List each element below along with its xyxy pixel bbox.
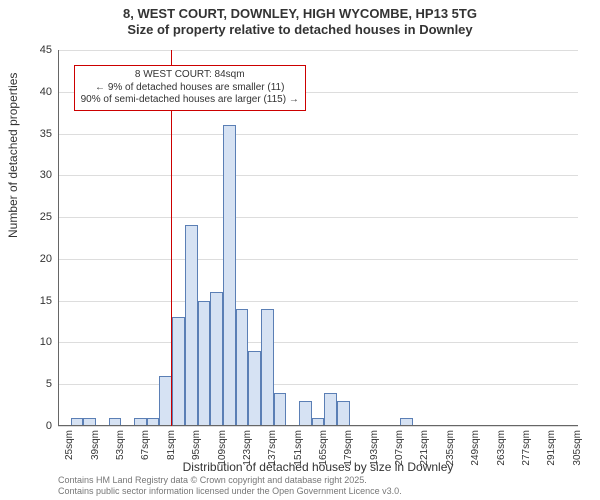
grid-line	[58, 342, 578, 343]
chart-container: 8, WEST COURT, DOWNLEY, HIGH WYCOMBE, HP…	[0, 0, 600, 500]
histogram-bar	[198, 301, 211, 426]
histogram-bar	[236, 309, 249, 426]
chart-title-line2: Size of property relative to detached ho…	[0, 22, 600, 38]
histogram-bar	[337, 401, 350, 426]
plot-area: 05101520253035404525sqm39sqm53sqm67sqm81…	[58, 50, 578, 426]
y-tick-label: 35	[40, 128, 52, 140]
x-axis-line	[58, 425, 578, 426]
x-tick-label: 67sqm	[140, 430, 151, 460]
histogram-bar	[185, 225, 198, 426]
x-tick-label: 39sqm	[90, 430, 101, 460]
annotation-box: 8 WEST COURT: 84sqm← 9% of detached hous…	[74, 65, 306, 111]
histogram-bar	[261, 309, 274, 426]
histogram-bar	[324, 393, 337, 426]
y-axis-label: Number of detached properties	[6, 73, 20, 238]
histogram-bar	[223, 125, 236, 426]
y-tick-label: 10	[40, 336, 52, 348]
chart-title-line1: 8, WEST COURT, DOWNLEY, HIGH WYCOMBE, HP…	[0, 6, 600, 22]
annotation-line3: 90% of semi-detached houses are larger (…	[81, 94, 299, 107]
y-tick-label: 45	[40, 44, 52, 56]
footer-line1: Contains HM Land Registry data © Crown c…	[58, 475, 402, 486]
histogram-bar	[248, 351, 261, 426]
footer-line2: Contains public sector information licen…	[58, 486, 402, 497]
histogram-bar	[159, 376, 172, 426]
chart-footer: Contains HM Land Registry data © Crown c…	[58, 475, 402, 497]
grid-line	[58, 217, 578, 218]
y-tick-label: 30	[40, 169, 52, 181]
x-tick-label: 95sqm	[191, 430, 202, 460]
chart-title-block: 8, WEST COURT, DOWNLEY, HIGH WYCOMBE, HP…	[0, 0, 600, 39]
histogram-bar	[210, 292, 223, 426]
histogram-bar	[274, 393, 287, 426]
grid-line	[58, 175, 578, 176]
grid-line	[58, 384, 578, 385]
y-tick-label: 15	[40, 295, 52, 307]
grid-line	[58, 259, 578, 260]
histogram-bar	[172, 317, 185, 426]
annotation-line1: 8 WEST COURT: 84sqm	[81, 69, 299, 82]
histogram-bar	[299, 401, 312, 426]
y-axis-line	[58, 50, 59, 426]
y-tick-label: 0	[46, 420, 52, 432]
annotation-line2: ← 9% of detached houses are smaller (11)	[81, 82, 299, 95]
grid-line	[58, 50, 578, 51]
grid-line	[58, 301, 578, 302]
y-tick-label: 25	[40, 211, 52, 223]
y-tick-label: 20	[40, 253, 52, 265]
x-tick-label: 25sqm	[64, 430, 75, 460]
x-axis-label: Distribution of detached houses by size …	[58, 460, 578, 474]
grid-line	[58, 134, 578, 135]
grid-line	[58, 426, 578, 427]
y-tick-label: 5	[46, 378, 52, 390]
x-tick-label: 81sqm	[166, 430, 177, 460]
y-tick-label: 40	[40, 86, 52, 98]
x-tick-label: 53sqm	[115, 430, 126, 460]
